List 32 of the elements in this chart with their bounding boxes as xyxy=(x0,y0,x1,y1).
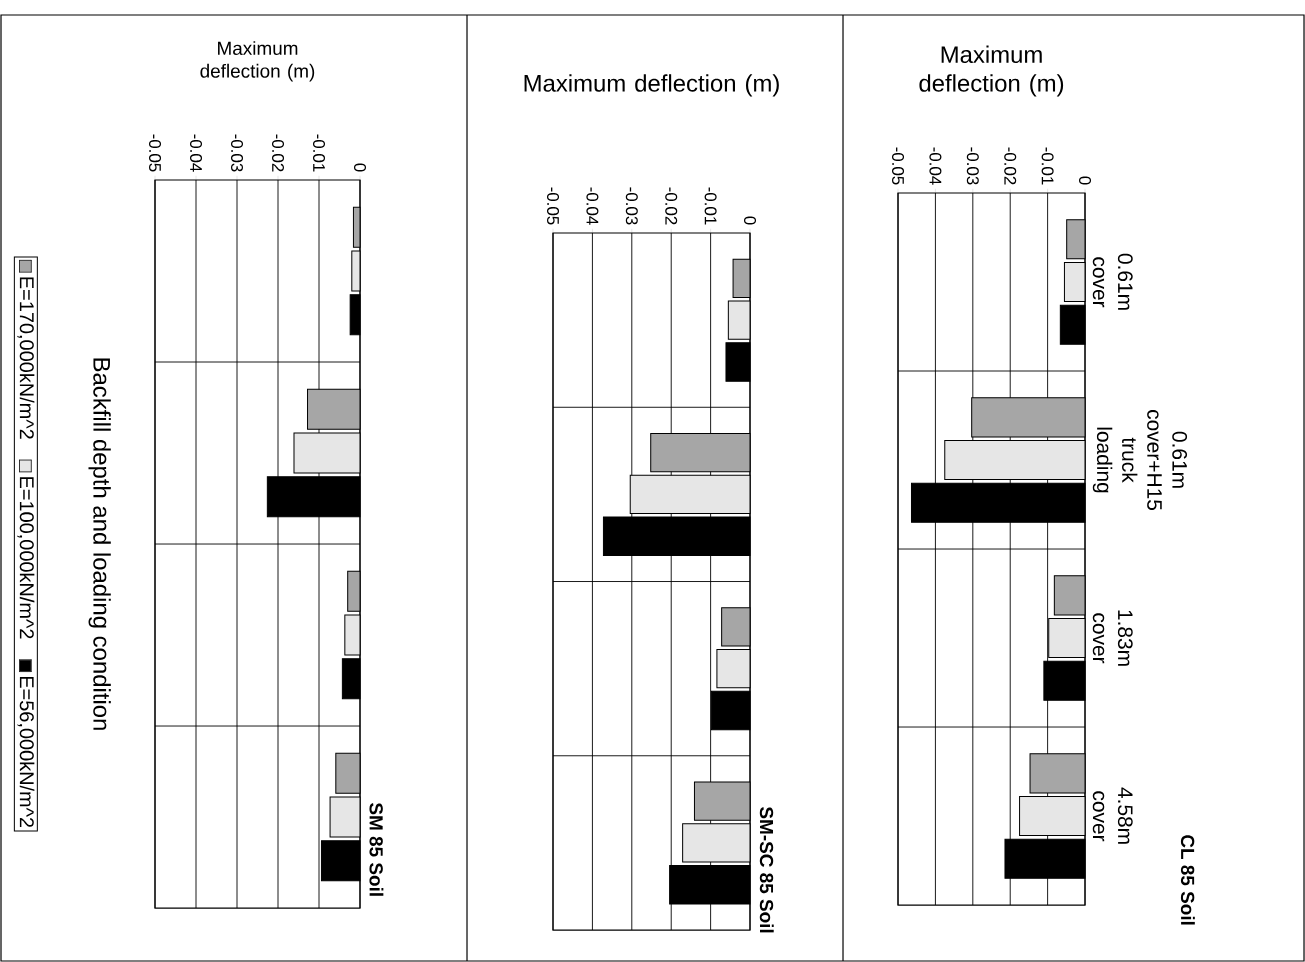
x-tick-label: -0.03 xyxy=(231,134,243,172)
x-tick-label: 0 xyxy=(744,216,757,225)
x-tick-label: -0.05 xyxy=(547,187,560,225)
x-axis-title: Maximum deflection (m) xyxy=(919,45,1064,97)
y-tick-label: 4.58m cover xyxy=(1092,787,1133,844)
x-tick-label: -0.03 xyxy=(966,147,979,185)
x-tick-label: -0.03 xyxy=(625,187,638,225)
text: SM-SC 85 Soil xyxy=(759,806,774,933)
text: SM 85 Soil xyxy=(369,802,384,896)
x-tick-label: 0 xyxy=(354,163,366,172)
x-tick-label: 0 xyxy=(1079,176,1092,185)
x-tick-label: -0.02 xyxy=(272,134,284,172)
x-axis-title: Maximum deflection (m) xyxy=(200,41,315,82)
x-tick-label: -0.05 xyxy=(149,134,161,172)
y-axis-title: Backfill depth and loading condition xyxy=(88,358,111,730)
x-tick-label: -0.04 xyxy=(190,134,202,172)
y-tick-label: 0.61m cover+H15 truck loading xyxy=(1092,410,1188,510)
x-tick-label: -0.05 xyxy=(892,147,905,185)
legend-label: E=170,000kN/m^2 xyxy=(17,277,35,439)
x-tick-label: -0.04 xyxy=(929,147,942,185)
x-tick-label: -0.04 xyxy=(586,187,599,225)
x-tick-label: -0.02 xyxy=(665,187,678,225)
x-tick-label: -0.02 xyxy=(1004,147,1017,185)
text: CL 85 Soil xyxy=(1180,835,1195,925)
y-tick-label: 0.61m cover xyxy=(1092,253,1133,310)
x-tick-label: -0.01 xyxy=(704,187,717,225)
x-tick-label: -0.01 xyxy=(1041,147,1054,185)
legend-label: E=56,000kN/m^2 xyxy=(17,676,35,828)
y-tick-label: 1.83m cover xyxy=(1092,610,1133,666)
x-tick-label: -0.01 xyxy=(313,134,325,172)
x-axis-title: Maximum deflection (m) xyxy=(524,74,779,97)
legend-label: E=100,000kN/m^2 xyxy=(17,477,35,639)
